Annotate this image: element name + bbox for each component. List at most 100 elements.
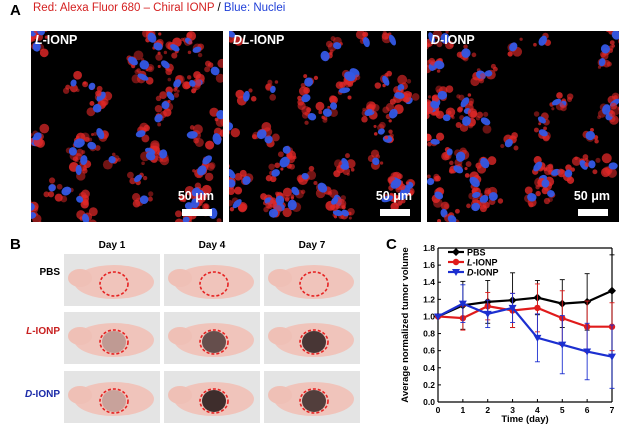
y-tick-label: 0.2	[423, 380, 435, 390]
label-suffix: -IONP	[440, 33, 475, 47]
day-label-1: Day 1	[98, 240, 126, 251]
x-tick-label: 4	[535, 405, 540, 415]
y-tick-label: 1.2	[423, 294, 435, 304]
data-point	[583, 348, 592, 356]
mouse-drawing	[268, 382, 354, 416]
cell-texture	[427, 31, 619, 222]
y-tick-label: 0.0	[423, 397, 435, 407]
series-d-ionp	[434, 284, 616, 389]
panel-c-letter: C	[386, 236, 397, 253]
row-label-pbs: PBS	[0, 267, 60, 278]
legend-label: L-IONP	[467, 258, 498, 268]
x-tick-label: 0	[436, 405, 441, 415]
mouse-drawing	[68, 382, 154, 416]
row-label-l-ionp: L-IONP	[0, 326, 60, 337]
mouse-photo	[264, 371, 360, 423]
series-line	[437, 305, 612, 328]
panel-b-letter: B	[10, 236, 21, 253]
mouse-drawing	[168, 382, 254, 416]
chirality-prefix: D	[431, 33, 441, 47]
data-point	[452, 248, 460, 256]
data-point	[533, 334, 542, 342]
data-point	[452, 269, 460, 276]
chirality-prefix: L	[35, 33, 43, 47]
data-point	[434, 313, 442, 321]
x-tick-label: 5	[560, 405, 565, 415]
scale-bar-label: 50 μm	[177, 189, 214, 203]
micrograph-cells	[31, 31, 223, 222]
x-tick-label: 2	[485, 405, 490, 415]
micrograph-cells	[229, 31, 420, 220]
mouse-photo	[64, 312, 160, 364]
scale-bar-label: 50 μm	[375, 189, 412, 203]
series-l-ionp	[434, 283, 616, 353]
label-suffix: -IONP	[42, 33, 78, 47]
y-tick-label: 1.0	[423, 311, 435, 321]
legend-separator: /	[214, 2, 224, 14]
mouse-photo	[164, 371, 260, 423]
data-point	[483, 310, 492, 318]
legend-label: PBS	[467, 248, 486, 258]
tumor-volume-chart: 0 1 2 3 4 5 6 7 0.0 0.2 0.4 0.6 0.8 1.0 1.2 1.4 1.6 1.8 Ti…	[400, 243, 616, 425]
mouse-drawing	[68, 265, 154, 299]
y-tick-label: 1.8	[423, 243, 435, 253]
x-tick-label: 1	[460, 405, 465, 415]
micrograph-cells	[427, 31, 619, 222]
mouse-photo	[164, 254, 260, 306]
y-tick-label: 1.4	[423, 277, 435, 287]
x-tick-label: 7	[610, 405, 615, 415]
micrograph-label: DL-IONP	[233, 33, 284, 47]
y-tick-label: 0.6	[423, 346, 435, 356]
day-label-7: Day 7	[298, 240, 326, 251]
data-point	[508, 304, 517, 312]
micrograph-dl-ionp: DL-IONP 50 μm	[229, 31, 421, 222]
mouse-photo	[264, 312, 360, 364]
panel-a-letter: A	[10, 2, 21, 19]
label-suffix: -IONP	[249, 33, 285, 47]
row-prefix: L	[26, 326, 33, 337]
mouse-drawing	[68, 323, 154, 357]
mouse-photo	[164, 312, 260, 364]
x-tick-label: 3	[510, 405, 515, 415]
mouse-photo	[264, 254, 360, 306]
mouse-drawing	[268, 323, 354, 357]
series-line	[437, 302, 613, 358]
chirality-prefix: DL	[233, 33, 250, 47]
data-point	[452, 258, 460, 266]
x-tick-label: 6	[585, 405, 590, 415]
micrograph-l-ionp: L-IONP 50 μm	[31, 31, 223, 222]
micrograph-d-ionp: D-IONP 50 μm	[427, 31, 619, 222]
data-point	[558, 341, 567, 349]
micrograph-label: L-IONP	[35, 33, 77, 47]
data-point	[608, 286, 616, 295]
data-point	[534, 304, 541, 312]
legend-label: D-IONP	[467, 268, 499, 278]
cell-texture	[31, 31, 223, 222]
mouse-drawing	[268, 265, 354, 299]
row-suffix: -IONP	[32, 389, 60, 400]
scale-bar	[182, 209, 212, 216]
row-prefix: D	[24, 389, 33, 400]
scale-bar-label: 50 μm	[573, 189, 610, 203]
y-tick-label: 0.4	[423, 363, 435, 373]
legend-red-text: Red: Alexa Fluor 680 – Chiral IONP	[33, 2, 215, 14]
micrograph-label: D-IONP	[431, 33, 475, 47]
row-suffix: PBS	[39, 267, 60, 278]
cell-texture	[229, 31, 420, 220]
row-label-d-ionp: D-IONP	[0, 389, 60, 400]
mouse-drawing	[168, 323, 254, 357]
mouse-drawing	[168, 265, 254, 299]
panel-a-legend: Red: Alexa Fluor 680 – Chiral IONP / Blu…	[33, 2, 285, 14]
y-tick-label: 1.6	[423, 260, 435, 270]
scale-bar	[578, 209, 608, 216]
row-suffix: -IONP	[32, 326, 60, 337]
legend-blue-text: Blue: Nuclei	[223, 2, 286, 14]
day-label-4: Day 4	[198, 240, 226, 251]
data-point	[608, 353, 616, 361]
y-tick-label: 0.8	[423, 329, 435, 339]
scale-bar	[380, 209, 410, 216]
mouse-photo	[64, 371, 160, 423]
x-axis-label: Time (day)	[501, 414, 548, 425]
data-point	[458, 300, 467, 308]
